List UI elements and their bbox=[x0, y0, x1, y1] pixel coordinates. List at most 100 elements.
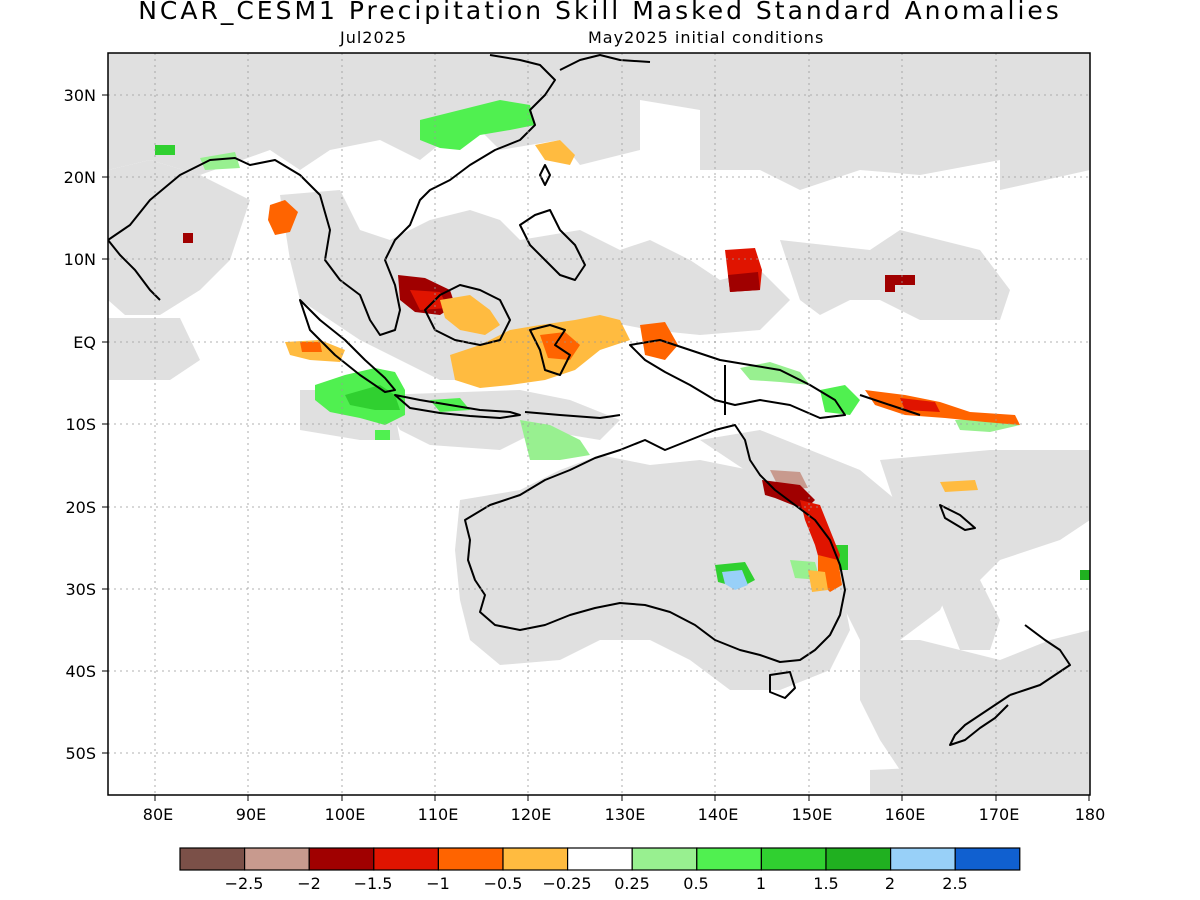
colorbar-swatch bbox=[373, 847, 439, 871]
coastline-nz-north bbox=[1009, 624, 1071, 696]
anomaly-patch-edge-green bbox=[1080, 570, 1090, 580]
colorbar bbox=[179, 847, 1021, 871]
coastline-asia bbox=[108, 54, 556, 336]
anomaly-patch-solomon-green bbox=[820, 385, 860, 415]
colorbar-label: 1 bbox=[756, 874, 766, 893]
colorbar-swatch bbox=[631, 847, 698, 871]
coastline-layer bbox=[108, 54, 1071, 746]
coastline-taiwan bbox=[539, 164, 551, 186]
colorbar-label: 0.5 bbox=[683, 874, 708, 893]
colorbar-label: −1 bbox=[426, 874, 450, 893]
initial-conditions-label: May2025 initial conditions bbox=[588, 28, 825, 47]
x-tick-label: 180 bbox=[1075, 805, 1106, 824]
coastline-solomons bbox=[859, 394, 921, 416]
anomaly-patch-micronesia-darkred bbox=[728, 272, 760, 292]
y-tick-label: 20N bbox=[64, 168, 96, 187]
anomaly-patch-bengal-green bbox=[200, 152, 240, 170]
y-tick-label: 50S bbox=[65, 744, 96, 763]
colorbar-swatch bbox=[179, 847, 246, 871]
mask-indian-ocean-west bbox=[108, 318, 200, 380]
anomaly-patch-borneo-orange bbox=[440, 295, 500, 335]
x-tick-label: 100E bbox=[325, 805, 366, 824]
colorbar-swatch bbox=[437, 847, 504, 871]
x-tick-label: 140E bbox=[698, 805, 739, 824]
colorbar-label: −2.5 bbox=[225, 874, 264, 893]
colorbar-swatch bbox=[696, 847, 762, 871]
anomaly-patch-qld-red bbox=[800, 500, 840, 575]
coastline-philippines bbox=[519, 209, 586, 281]
y-tick-label: EQ bbox=[73, 333, 96, 352]
x-tick-label: 90E bbox=[236, 805, 266, 824]
coastline-sumatra bbox=[299, 299, 396, 393]
colorbar-swatch bbox=[889, 847, 956, 871]
mask-asia-north bbox=[108, 53, 770, 175]
colorbar-label: 2.5 bbox=[942, 874, 967, 893]
x-tick-label: 110E bbox=[418, 805, 459, 824]
colorbar-swatch bbox=[308, 847, 375, 871]
anomaly-patch-nsw-yellow bbox=[808, 570, 828, 592]
coastline-nz-south bbox=[949, 694, 1011, 746]
colorbar-label: −2 bbox=[297, 874, 321, 893]
x-tick-labels: 80E 90E 100E 110E 120E 130E 140E 150E 16… bbox=[143, 805, 1106, 824]
coastline-india bbox=[108, 239, 161, 301]
y-tick-labels: 30N 20N 10N EQ 10S 20S 30S 40S 50S bbox=[64, 86, 96, 763]
y-tick-label: 10S bbox=[65, 415, 96, 434]
anomaly-patch-timor-green bbox=[520, 420, 590, 460]
y-tick-label: 40S bbox=[65, 662, 96, 681]
mask-southern-ocean bbox=[870, 760, 1090, 795]
grid-lines bbox=[108, 53, 1090, 795]
coastline-lesser-sunda bbox=[524, 411, 621, 419]
anomaly-patch-solomon-darkred bbox=[900, 398, 940, 412]
coastline-java bbox=[394, 394, 521, 419]
colorbar-label: 0.25 bbox=[614, 874, 650, 893]
colorbar-label: 1.5 bbox=[813, 874, 838, 893]
coastline-sulawesi bbox=[529, 324, 571, 376]
colorbar-labels: −2.5 −2 −1.5 −1 −0.5 −0.25 0.25 0.5 1 1.… bbox=[225, 874, 968, 893]
anomaly-patch-sumatra-red bbox=[300, 342, 322, 352]
colorbar-swatch bbox=[760, 847, 827, 871]
mask-tasman-sea bbox=[860, 630, 1090, 780]
valid-month-label: Jul2025 bbox=[340, 28, 408, 47]
colorbar-swatch bbox=[502, 847, 569, 871]
anomaly-patch-andaman-orange bbox=[268, 200, 298, 235]
colorbar-swatch bbox=[244, 847, 310, 871]
x-tick-label: 160E bbox=[885, 805, 926, 824]
colorbar-swatch bbox=[566, 847, 633, 871]
colorbar-swatch bbox=[954, 847, 1021, 871]
anomaly-patch-india-green bbox=[155, 145, 175, 155]
coastline-australia bbox=[464, 424, 846, 663]
mask-south-pacific bbox=[880, 450, 1090, 650]
colorbar-label: −0.25 bbox=[542, 874, 591, 893]
tick-marks bbox=[102, 94, 1090, 801]
colorbar-label: −1.5 bbox=[354, 874, 393, 893]
mask-maritime-continent bbox=[280, 190, 790, 380]
anomaly-patch-fiji-orange bbox=[940, 480, 978, 492]
y-tick-label: 20S bbox=[65, 498, 96, 517]
colorbar-label: −0.5 bbox=[484, 874, 523, 893]
colorbar-label: 2 bbox=[885, 874, 895, 893]
anomaly-patch-india-red bbox=[183, 233, 193, 243]
anomaly-patch-sulawesi-orange bbox=[540, 332, 580, 360]
anomaly-patch-png-green bbox=[740, 362, 810, 385]
coastline-borneo bbox=[424, 284, 511, 346]
anomaly-patch-china-green bbox=[420, 100, 535, 150]
anomaly-patch-marshall-red bbox=[885, 275, 915, 292]
mask-australia bbox=[455, 455, 850, 690]
x-tick-label: 170E bbox=[979, 805, 1020, 824]
y-tick-label: 10N bbox=[64, 250, 96, 269]
anomaly-patch-island-green bbox=[375, 430, 390, 440]
coastline-tasmania bbox=[769, 671, 796, 699]
x-tick-label: 130E bbox=[605, 805, 646, 824]
anomaly-patch-scs-orange bbox=[410, 290, 448, 310]
coastline-new-caledonia bbox=[939, 504, 976, 531]
x-tick-label: 150E bbox=[792, 805, 833, 824]
map-title: NCAR_CESM1 Precipitation Skill Masked St… bbox=[138, 0, 1062, 25]
y-tick-label: 30S bbox=[65, 580, 96, 599]
colorbar-swatch bbox=[825, 847, 892, 871]
coastline-korea-japan bbox=[559, 54, 651, 71]
x-tick-label: 120E bbox=[511, 805, 552, 824]
anomaly-patch-central-blue bbox=[722, 570, 748, 590]
coastline-new-guinea bbox=[629, 339, 846, 419]
mask-north-pacific bbox=[760, 53, 1090, 190]
